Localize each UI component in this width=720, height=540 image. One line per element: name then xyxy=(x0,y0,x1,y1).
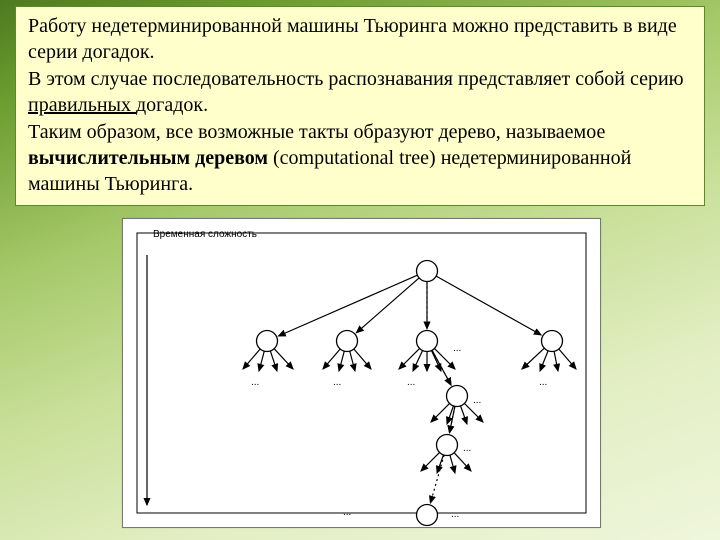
para-2a: В этом случае последовательность распозн… xyxy=(28,68,684,90)
tree-node xyxy=(417,505,438,526)
ellipsis: ... xyxy=(451,509,459,520)
computational-tree-figure: Временная сложность ....................… xyxy=(122,218,601,528)
slide: { "textbox": { "left": 15, "top": 6, "wi… xyxy=(0,0,720,540)
tree-node xyxy=(542,331,563,352)
ellipsis: ... xyxy=(333,377,341,388)
ellipsis: ... xyxy=(343,507,351,518)
tree-node xyxy=(447,386,468,407)
para-2-underlined: правильных xyxy=(28,94,136,116)
ellipsis: ... xyxy=(407,377,415,388)
ellipsis: ... xyxy=(463,443,471,454)
explanation-textbox: Работу недетерминированной машины Тьюрин… xyxy=(15,6,705,206)
tree-node xyxy=(417,331,438,352)
tree-node xyxy=(257,331,278,352)
tree-node xyxy=(417,261,438,282)
tree-node xyxy=(437,435,458,456)
ellipsis: ... xyxy=(453,343,461,354)
para-3a: Таким образом, все возможные такты образ… xyxy=(28,121,605,143)
para-1: Работу недетерминированной машины Тьюрин… xyxy=(28,15,677,63)
para-3-bold: вычислительным деревом xyxy=(28,147,268,169)
ellipsis: ... xyxy=(251,377,259,388)
ellipsis: ... xyxy=(539,377,547,388)
tree-svg xyxy=(123,219,600,527)
tree-node xyxy=(337,331,358,352)
para-2b: догадок. xyxy=(136,94,208,116)
ellipsis: ... xyxy=(473,395,481,406)
